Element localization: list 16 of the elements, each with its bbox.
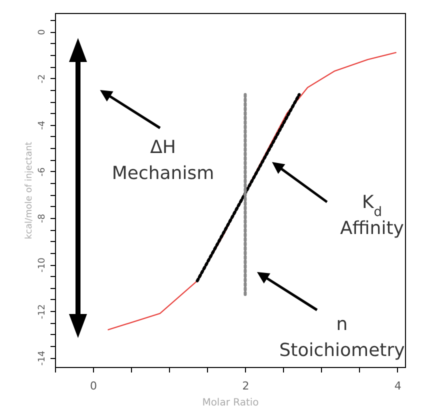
- y-tick-label: -8: [38, 214, 48, 223]
- y-tick-label: -6: [38, 167, 48, 176]
- annotation: K$_{d}$ Affinity: [340, 192, 404, 239]
- y-axis-title: kcal/mole of injectant: [24, 141, 34, 240]
- y-tick-label: 0: [38, 29, 48, 35]
- y-tick-label: -12: [38, 304, 48, 319]
- y-tick-label: -2: [38, 74, 48, 84]
- x-axis-title: Molar Ratio: [202, 398, 259, 408]
- annotation: n Stoichiometry: [279, 314, 406, 361]
- y-tick-label: -4: [38, 120, 48, 130]
- y-tick-label: -10: [38, 257, 48, 272]
- annotation: ΔH Mechanism: [112, 137, 214, 184]
- x-tick-label: 2: [242, 380, 250, 392]
- x-tick-label: 0: [90, 380, 98, 392]
- y-tick-label: -14: [38, 350, 48, 366]
- x-tick-label: 4: [394, 380, 402, 392]
